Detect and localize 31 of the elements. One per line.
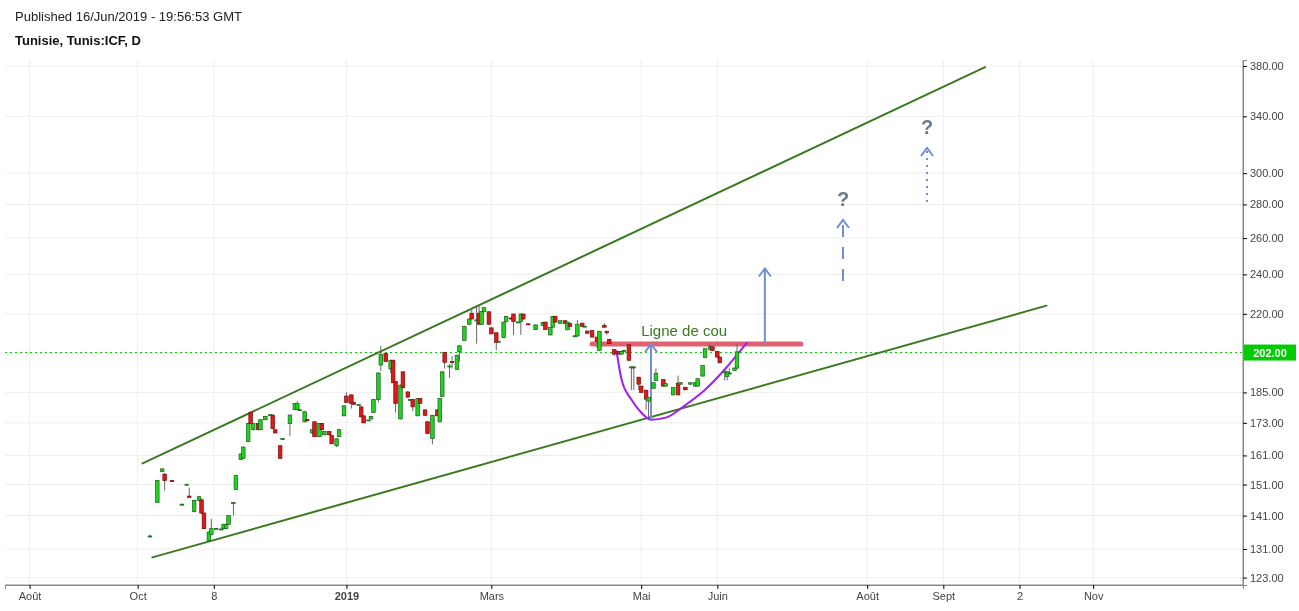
y-tick-label: 131.00 [1250, 543, 1284, 555]
x-tick-label: Août [18, 589, 42, 602]
y-tick-label: 161.00 [1250, 449, 1284, 462]
x-tick-label: Août [856, 589, 879, 602]
x-tick-label: Juin [707, 589, 728, 602]
y-tick-label: 173.00 [1250, 416, 1284, 429]
y-tick-label: 340.00 [1250, 110, 1284, 123]
y-tick-label: 280.00 [1250, 198, 1284, 211]
x-tick-label: 8 [211, 589, 218, 602]
annotation: ? [836, 188, 850, 210]
y-tick-label: 220.00 [1250, 307, 1284, 320]
x-tick-label: 2019 [334, 589, 360, 602]
y-tick-label: 300.00 [1250, 167, 1284, 180]
y-tick-label: 185.00 [1250, 386, 1284, 399]
y-tick-label: 123.00 [1250, 571, 1284, 584]
annotation: ? [920, 116, 934, 138]
chart-subtitle: Published 16/Jun/2019 - 19:56:53 GMT [15, 9, 242, 24]
ref-line-label: 202.00 [1253, 346, 1287, 359]
x-tick-label: 2 [1016, 589, 1024, 602]
y-tick-label: 240.00 [1250, 268, 1284, 281]
chart-title: Tunisie, Tunis:ICF, D [15, 33, 141, 48]
y-tick-label: 151.00 [1250, 478, 1284, 491]
y-tick-label: 380.00 [1250, 59, 1284, 72]
x-tick-label: Mars [479, 589, 505, 602]
x-tick-label: Mai [632, 589, 651, 602]
x-tick-label: Nov [1083, 589, 1104, 602]
x-tick-label: Sept [932, 589, 956, 602]
y-tick-label: 141.00 [1250, 509, 1284, 522]
x-tick-label: Oct [129, 589, 147, 602]
annotation: Ligne de cou [641, 322, 728, 340]
y-tick-label: 260.00 [1250, 232, 1284, 245]
